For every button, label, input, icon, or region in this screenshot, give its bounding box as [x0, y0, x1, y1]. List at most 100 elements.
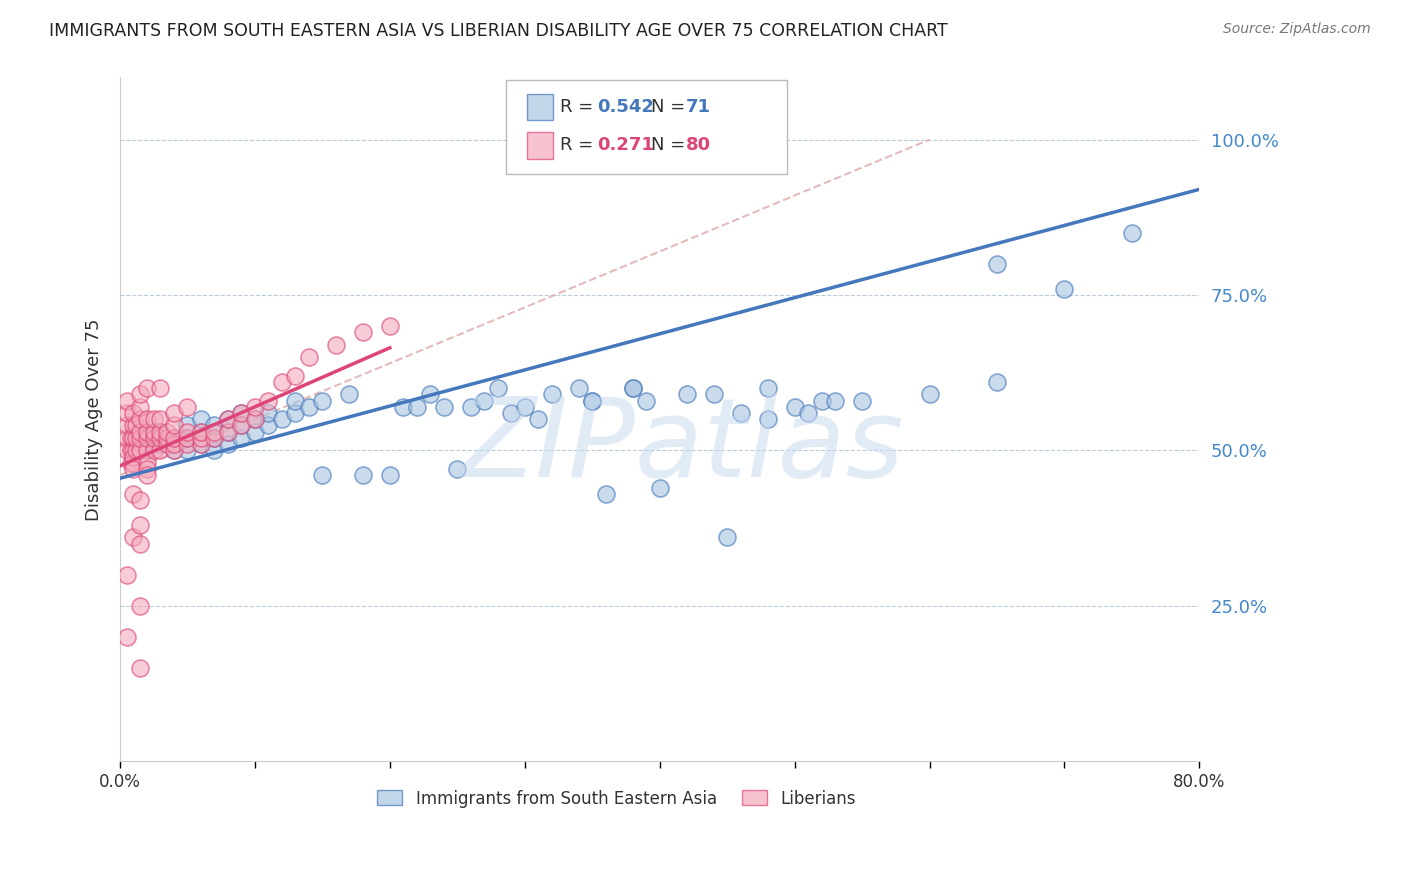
- Text: N =: N =: [651, 136, 690, 154]
- Point: [486, 381, 509, 395]
- Point: [136, 462, 159, 476]
- Point: [231, 406, 253, 420]
- Point: [284, 368, 307, 383]
- Point: [675, 387, 697, 401]
- Point: [156, 425, 179, 439]
- Point: [163, 418, 186, 433]
- Point: [231, 431, 253, 445]
- Point: [446, 462, 468, 476]
- Point: [163, 443, 186, 458]
- Point: [142, 431, 165, 445]
- Point: [149, 425, 172, 439]
- Point: [115, 406, 138, 420]
- Point: [129, 443, 152, 458]
- Point: [648, 481, 671, 495]
- Point: [163, 406, 186, 420]
- Point: [136, 443, 159, 458]
- Text: 0.542: 0.542: [598, 98, 654, 116]
- Point: [810, 393, 832, 408]
- Point: [163, 431, 186, 445]
- Point: [797, 406, 820, 420]
- Point: [176, 425, 198, 439]
- Point: [378, 468, 401, 483]
- Point: [204, 418, 226, 433]
- Point: [217, 437, 239, 451]
- Point: [501, 406, 523, 420]
- Point: [352, 468, 374, 483]
- Point: [986, 375, 1008, 389]
- Point: [136, 425, 159, 439]
- Point: [122, 443, 145, 458]
- Point: [120, 431, 142, 445]
- Point: [231, 418, 253, 433]
- Point: [129, 400, 152, 414]
- Point: [122, 431, 145, 445]
- Point: [190, 425, 212, 439]
- Point: [176, 400, 198, 414]
- Point: [149, 412, 172, 426]
- Point: [243, 412, 266, 426]
- Point: [270, 412, 292, 426]
- Legend: Immigrants from South Eastern Asia, Liberians: Immigrants from South Eastern Asia, Libe…: [371, 783, 862, 814]
- Point: [204, 443, 226, 458]
- Point: [115, 393, 138, 408]
- Point: [122, 418, 145, 433]
- Point: [595, 487, 617, 501]
- Point: [405, 400, 427, 414]
- Point: [136, 468, 159, 483]
- Point: [136, 381, 159, 395]
- Point: [311, 393, 333, 408]
- Point: [136, 412, 159, 426]
- Point: [136, 431, 159, 445]
- Point: [204, 425, 226, 439]
- Point: [204, 431, 226, 445]
- Text: N =: N =: [651, 98, 690, 116]
- Text: 80: 80: [686, 136, 711, 154]
- Point: [217, 425, 239, 439]
- Point: [231, 406, 253, 420]
- Point: [142, 425, 165, 439]
- Point: [176, 443, 198, 458]
- Point: [460, 400, 482, 414]
- Point: [636, 393, 658, 408]
- Point: [311, 468, 333, 483]
- Point: [419, 387, 441, 401]
- Point: [621, 381, 644, 395]
- Point: [176, 431, 198, 445]
- Point: [129, 599, 152, 613]
- Point: [122, 530, 145, 544]
- Point: [298, 350, 321, 364]
- Point: [243, 412, 266, 426]
- Point: [176, 437, 198, 451]
- Point: [115, 418, 138, 433]
- Point: [142, 412, 165, 426]
- Point: [142, 443, 165, 458]
- Point: [163, 437, 186, 451]
- Point: [824, 393, 846, 408]
- Point: [125, 443, 148, 458]
- Point: [257, 418, 280, 433]
- Point: [1121, 226, 1143, 240]
- Point: [129, 661, 152, 675]
- Point: [433, 400, 456, 414]
- Point: [129, 431, 152, 445]
- Point: [243, 425, 266, 439]
- Point: [176, 431, 198, 445]
- Point: [136, 431, 159, 445]
- Point: [163, 443, 186, 458]
- Point: [918, 387, 941, 401]
- Point: [115, 443, 138, 458]
- Point: [122, 462, 145, 476]
- Point: [378, 319, 401, 334]
- Point: [115, 431, 138, 445]
- Point: [783, 400, 806, 414]
- Point: [156, 437, 179, 451]
- Text: ZIPatlas: ZIPatlas: [458, 393, 904, 500]
- Point: [540, 387, 562, 401]
- Point: [149, 431, 172, 445]
- Text: 0.271: 0.271: [598, 136, 654, 154]
- Point: [337, 387, 360, 401]
- Point: [122, 406, 145, 420]
- Point: [125, 418, 148, 433]
- Point: [527, 412, 550, 426]
